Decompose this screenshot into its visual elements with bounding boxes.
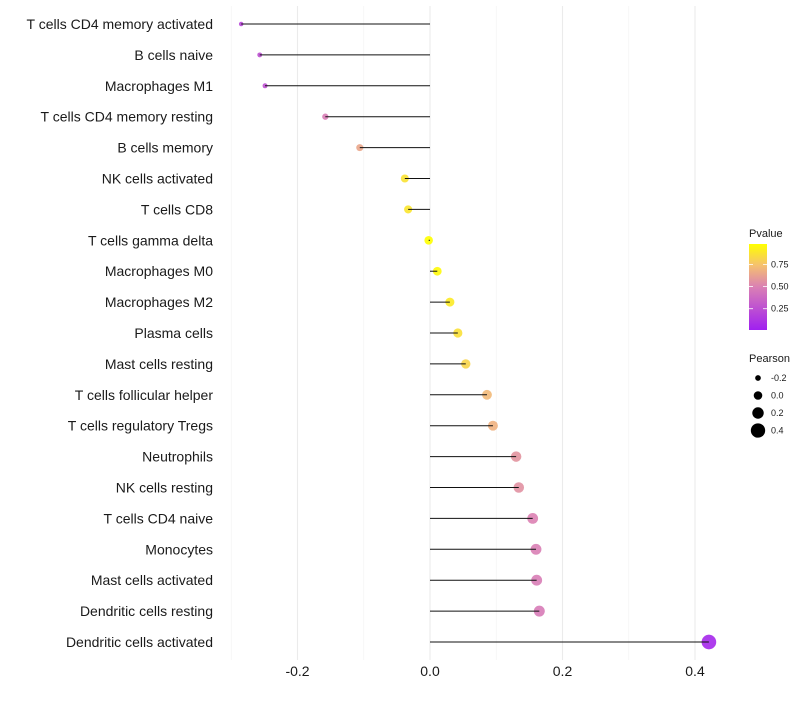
category-label: Dendritic cells activated	[66, 634, 213, 650]
category-label: T cells CD8	[141, 201, 213, 217]
size-legend-label: -0.2	[771, 373, 787, 383]
category-label: Dendritic cells resting	[80, 603, 213, 619]
colorbar-tick-label: 0.75	[771, 259, 789, 269]
data-point	[432, 266, 442, 276]
x-tick-label: 0.4	[685, 663, 705, 679]
size-legend-label: 0.0	[771, 391, 784, 401]
legend-pvalue-title: Pvalue	[749, 228, 783, 240]
category-label: B cells naive	[134, 47, 213, 63]
data-point	[461, 359, 471, 369]
category-label: T cells follicular helper	[75, 387, 214, 403]
category-label: B cells memory	[117, 140, 213, 156]
category-label: T cells CD4 naive	[104, 510, 214, 526]
size-legend-dot	[753, 391, 763, 400]
x-tick-label: 0.2	[553, 663, 573, 679]
category-label: Mast cells activated	[91, 572, 213, 588]
legend-pearson-title: Pearson	[749, 353, 790, 365]
category-label: Neutrophils	[142, 449, 213, 465]
category-label: Mast cells resting	[105, 356, 213, 372]
category-label: T cells gamma delta	[88, 232, 213, 248]
size-legend-label: 0.2	[771, 408, 784, 418]
colorbar-tick-label: 0.25	[771, 304, 789, 314]
size-legend-dot	[752, 407, 764, 419]
category-label: Macrophages M1	[105, 78, 213, 94]
category-label: NK cells activated	[102, 171, 213, 187]
data-point	[262, 83, 268, 89]
pvalue-colorbar	[749, 244, 767, 330]
x-tick-label: -0.2	[285, 663, 309, 679]
colorbar-tick-label: 0.50	[771, 282, 789, 292]
category-label: T cells CD4 memory activated	[27, 16, 213, 32]
category-label: Macrophages M2	[105, 294, 213, 310]
category-label: T cells regulatory Tregs	[68, 418, 213, 434]
category-label: Plasma cells	[134, 325, 213, 341]
size-legend-dot	[755, 375, 761, 381]
x-tick-label: 0.0	[420, 663, 440, 679]
category-label: T cells CD4 memory resting	[41, 109, 213, 125]
category-label: Monocytes	[145, 541, 213, 557]
category-label: Macrophages M0	[105, 263, 213, 279]
category-label: NK cells resting	[116, 480, 213, 496]
data-point	[356, 144, 364, 152]
size-legend-label: 0.4	[771, 426, 784, 436]
size-legend-dot	[750, 423, 766, 438]
